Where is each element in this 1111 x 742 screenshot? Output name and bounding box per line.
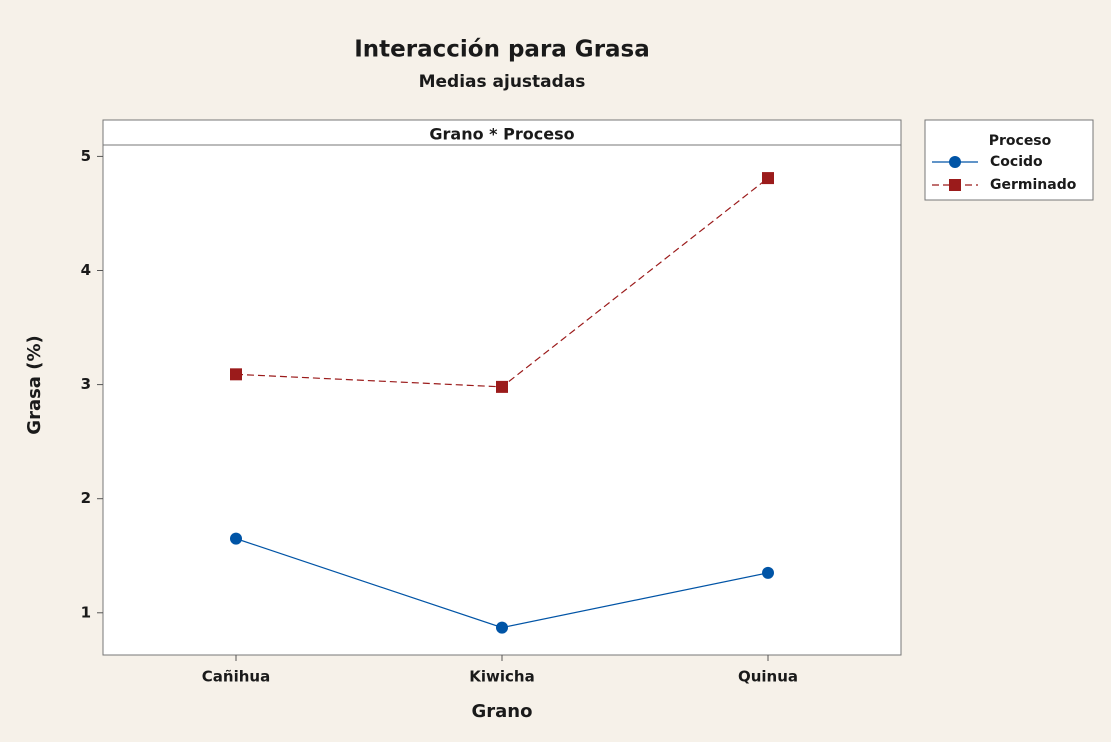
legend-marker <box>949 179 961 191</box>
y-tick-label: 1 <box>81 603 91 621</box>
chart-title: Interacción para Grasa <box>354 37 650 63</box>
x-axis-label: Grano <box>472 701 533 722</box>
x-tick-label: Quinua <box>738 668 798 686</box>
x-tick-label: Kiwicha <box>469 668 534 686</box>
y-tick-label: 5 <box>81 147 91 165</box>
legend-marker <box>949 156 961 168</box>
y-axis-label: Grasa (%) <box>24 335 45 434</box>
y-tick-label: 2 <box>81 489 91 507</box>
legend-label: Cocido <box>990 154 1043 170</box>
legend-label: Germinado <box>990 177 1077 193</box>
panel-title: Grano * Proceso <box>429 125 574 144</box>
y-tick-label: 4 <box>81 261 91 279</box>
legend-title: Proceso <box>989 133 1052 149</box>
data-point <box>230 368 242 381</box>
data-point <box>496 380 508 393</box>
data-point <box>230 532 242 545</box>
data-point <box>762 172 774 185</box>
y-tick-label: 3 <box>81 375 91 393</box>
chart-subtitle: Medias ajustadas <box>419 72 586 92</box>
x-tick-label: Cañihua <box>202 668 270 686</box>
data-point <box>496 621 508 634</box>
data-point <box>762 566 774 579</box>
